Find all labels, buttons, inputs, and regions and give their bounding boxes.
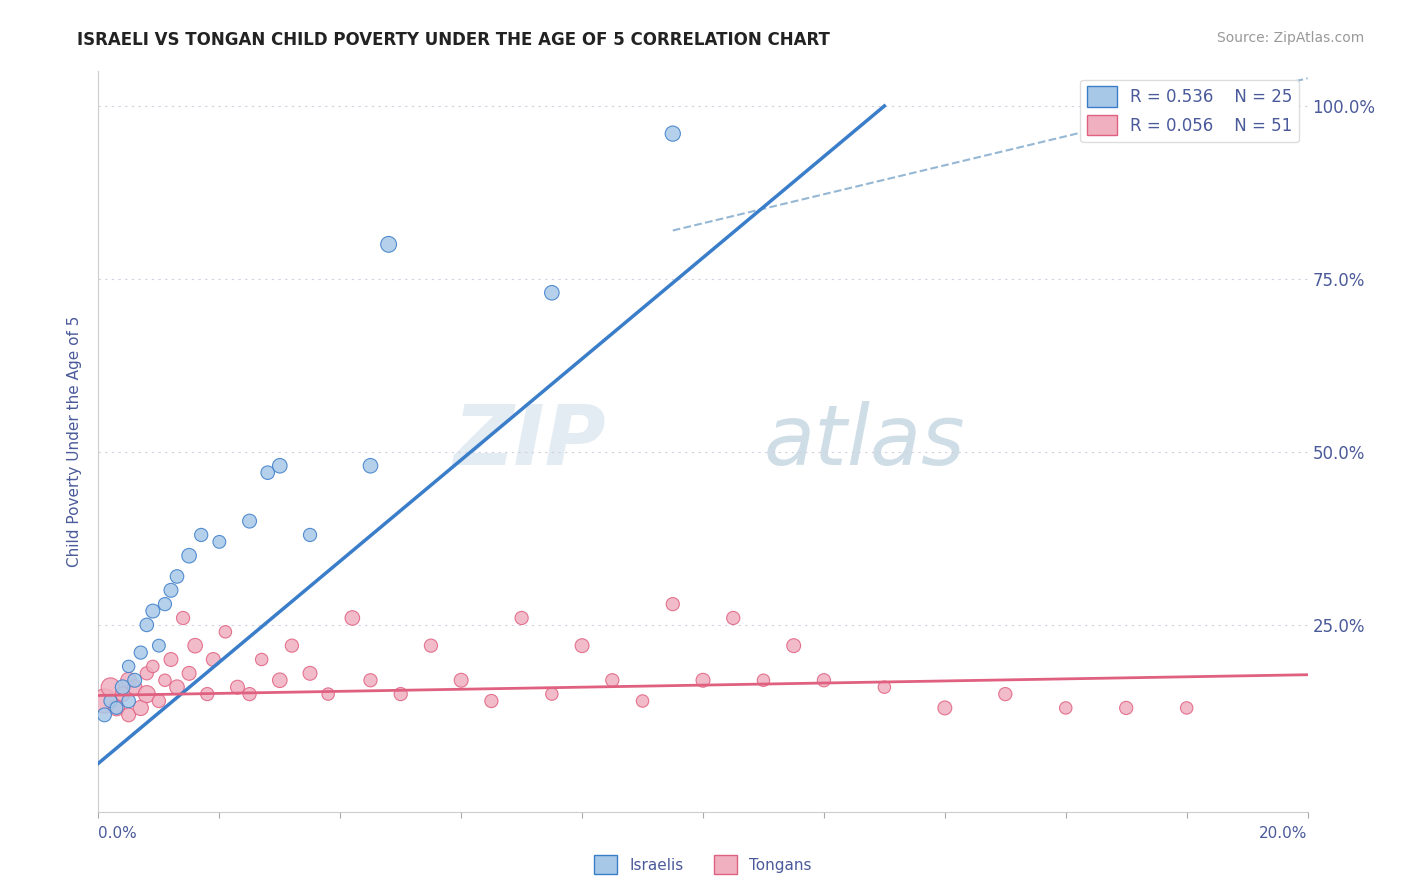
Point — [540, 687, 562, 701]
Legend: R = 0.536    N = 25, R = 0.056    N = 51: R = 0.536 N = 25, R = 0.056 N = 51 — [1080, 79, 1299, 142]
Point — [184, 639, 207, 653]
Point — [299, 666, 322, 681]
Point — [299, 528, 322, 542]
Point — [111, 680, 134, 694]
Point — [179, 549, 201, 563]
Point — [934, 701, 956, 715]
Point — [124, 673, 146, 688]
Point — [142, 604, 165, 618]
Point — [118, 707, 141, 722]
Point — [118, 694, 141, 708]
Point — [239, 687, 262, 701]
Point — [160, 652, 183, 666]
Point — [571, 639, 593, 653]
Point — [118, 673, 141, 688]
Text: 20.0%: 20.0% — [1260, 826, 1308, 840]
Point — [93, 707, 115, 722]
Point — [420, 639, 443, 653]
Point — [752, 673, 775, 688]
Point — [100, 694, 122, 708]
Point — [129, 646, 152, 660]
Text: Source: ZipAtlas.com: Source: ZipAtlas.com — [1216, 31, 1364, 45]
Point — [602, 673, 624, 688]
Point — [316, 687, 339, 701]
Point — [481, 694, 503, 708]
Text: 0.0%: 0.0% — [98, 826, 138, 840]
Point — [148, 694, 170, 708]
Point — [135, 687, 157, 701]
Point — [360, 458, 382, 473]
Point — [190, 528, 212, 542]
Point — [281, 639, 304, 653]
Point — [783, 639, 806, 653]
Text: ISRAELI VS TONGAN CHILD POVERTY UNDER THE AGE OF 5 CORRELATION CHART: ISRAELI VS TONGAN CHILD POVERTY UNDER TH… — [77, 31, 830, 49]
Point — [214, 624, 236, 639]
Point — [510, 611, 533, 625]
Point — [118, 659, 141, 673]
Point — [631, 694, 654, 708]
Point — [1054, 701, 1077, 715]
Point — [105, 701, 128, 715]
Point — [148, 639, 170, 653]
Point — [226, 680, 249, 694]
Text: ZIP: ZIP — [454, 401, 606, 482]
Point — [111, 687, 134, 701]
Point — [813, 673, 835, 688]
Point — [208, 534, 231, 549]
Point — [1115, 701, 1137, 715]
Point — [692, 673, 714, 688]
Point — [389, 687, 412, 701]
Point — [166, 680, 188, 694]
Point — [135, 618, 157, 632]
Point — [105, 701, 128, 715]
Point — [239, 514, 262, 528]
Point — [100, 680, 122, 694]
Point — [723, 611, 745, 625]
Point — [661, 127, 683, 141]
Point — [1175, 701, 1198, 715]
Point — [661, 597, 683, 611]
Y-axis label: Child Poverty Under the Age of 5: Child Poverty Under the Age of 5 — [67, 316, 83, 567]
Point — [256, 466, 278, 480]
Point — [450, 673, 472, 688]
Point — [172, 611, 194, 625]
Point — [124, 680, 146, 694]
Point — [142, 659, 165, 673]
Point — [342, 611, 364, 625]
Point — [166, 569, 188, 583]
Text: atlas: atlas — [763, 401, 965, 482]
Point — [540, 285, 562, 300]
Point — [873, 680, 896, 694]
Point — [360, 673, 382, 688]
Point — [250, 652, 273, 666]
Point — [129, 701, 152, 715]
Point — [202, 652, 225, 666]
Point — [153, 673, 176, 688]
Point — [195, 687, 218, 701]
Point — [160, 583, 183, 598]
Legend: Israelis, Tongans: Israelis, Tongans — [588, 849, 818, 880]
Point — [93, 694, 115, 708]
Point — [994, 687, 1017, 701]
Point — [179, 666, 201, 681]
Point — [135, 666, 157, 681]
Point — [269, 458, 291, 473]
Point — [269, 673, 291, 688]
Point — [153, 597, 176, 611]
Point — [377, 237, 399, 252]
